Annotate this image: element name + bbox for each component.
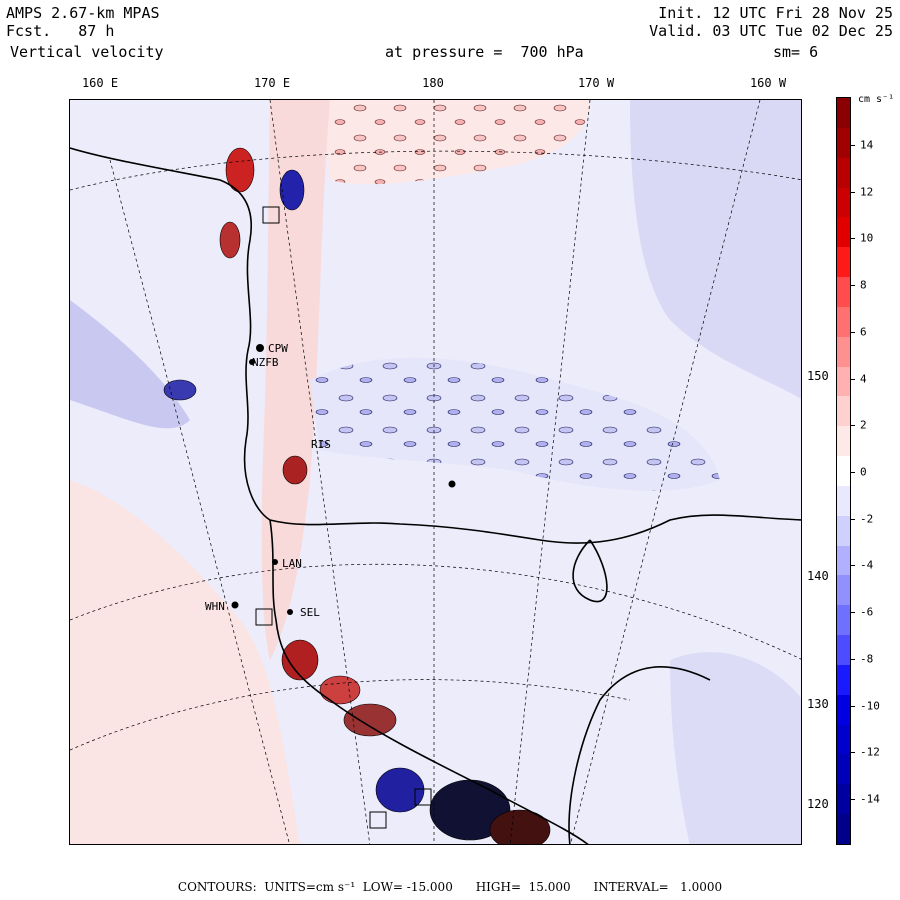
station-label-sel: SEL bbox=[300, 606, 320, 619]
colorbar-tick bbox=[850, 565, 855, 567]
colorbar-tick-label: 10 bbox=[860, 231, 874, 245]
positive-region-north bbox=[320, 100, 590, 185]
colorbar-segment bbox=[837, 396, 850, 427]
field-name: Vertical velocity bbox=[10, 43, 164, 61]
model-title: AMPS 2.67-km MPAS bbox=[6, 4, 160, 22]
colorbar-tick-label: -4 bbox=[860, 558, 874, 572]
lon-label-180: 180 bbox=[422, 76, 444, 90]
colorbar bbox=[836, 97, 851, 845]
colorbar-segment bbox=[837, 306, 850, 338]
colorbar-segment bbox=[837, 814, 850, 845]
colorbar-segment bbox=[837, 635, 850, 666]
negative-region-ross bbox=[310, 357, 720, 491]
station-label-whn: WHN bbox=[205, 600, 225, 613]
forecast-hour: Fcst. 87 h bbox=[6, 22, 115, 40]
colorbar-tick-label: 0 bbox=[860, 465, 867, 479]
colorbar-tick bbox=[850, 472, 855, 473]
colorbar-tick-label: 6 bbox=[860, 325, 867, 339]
colorbar-tick-label: 2 bbox=[860, 418, 867, 432]
colorbar-tick-label: -10 bbox=[860, 699, 880, 713]
colorbar-tick-label: -2 bbox=[860, 512, 874, 526]
lon-label-170e: 170 E bbox=[253, 76, 291, 90]
colorbar-tick-label: 12 bbox=[860, 185, 874, 199]
colorbar-tick-label: -6 bbox=[860, 605, 874, 619]
station-label-nzfb: NZFB bbox=[252, 356, 279, 369]
colorbar-units: cm s⁻¹ bbox=[858, 94, 895, 105]
valid-time: Valid. 03 UTC Tue 02 Dec 25 bbox=[649, 22, 893, 40]
colorbar-segment bbox=[837, 277, 850, 308]
station-markers bbox=[231, 344, 456, 615]
vertical-velocity-map bbox=[70, 100, 801, 844]
lon-label-160e: 160 E bbox=[81, 76, 119, 90]
coastline bbox=[70, 147, 801, 844]
contour-info: CONTOURS: UNITS=cm s⁻¹ LOW= -15.000 HIGH… bbox=[177, 880, 723, 894]
colorbar-segment bbox=[837, 217, 850, 248]
colorbar-segment bbox=[837, 754, 850, 785]
colorbar-tick-label: -8 bbox=[860, 652, 874, 666]
colorbar-segment bbox=[837, 485, 850, 517]
colorbar-tick bbox=[850, 752, 855, 754]
pressure-level: at pressure = 700 hPa bbox=[385, 43, 584, 61]
colorbar-segment bbox=[837, 545, 850, 576]
colorbar-segment bbox=[837, 784, 850, 815]
station-boxes bbox=[255, 206, 432, 829]
colorbar-tick bbox=[850, 331, 855, 333]
station-label-cpw: CPW bbox=[268, 342, 288, 355]
colorbar-segment bbox=[837, 157, 850, 188]
negative-region-east bbox=[630, 100, 801, 399]
colorbar-segment bbox=[837, 664, 850, 696]
colorbar-tick-label: 8 bbox=[860, 278, 867, 292]
colorbar-tick bbox=[850, 658, 855, 660]
positive-strip-coast bbox=[261, 100, 330, 660]
negative-region-northwest bbox=[70, 300, 190, 429]
colorbar-segment bbox=[837, 456, 850, 487]
colorbar-segment bbox=[837, 336, 850, 368]
colorbar-tick bbox=[850, 285, 855, 287]
colorbar-tick-label: -12 bbox=[860, 745, 880, 759]
colorbar-tick-label: 14 bbox=[860, 138, 874, 152]
colorbar-tick-label: 4 bbox=[860, 372, 867, 386]
lon-label-170w: 170 W bbox=[577, 76, 615, 90]
colorbar-segment bbox=[837, 515, 850, 547]
colorbar-tick bbox=[850, 378, 855, 380]
negative-region-southeast bbox=[670, 652, 801, 844]
colorbar-segment bbox=[837, 127, 850, 159]
init-time: Init. 12 UTC Fri 28 Nov 25 bbox=[658, 4, 893, 22]
station-label-lan: LAN bbox=[282, 557, 302, 570]
graticule bbox=[70, 100, 801, 844]
colorbar-tick bbox=[850, 425, 855, 427]
colorbar-segment bbox=[837, 366, 850, 397]
colorbar-segment bbox=[837, 605, 850, 636]
station-label-ris: RIS bbox=[311, 438, 331, 451]
positive-region-west bbox=[70, 480, 300, 844]
colorbar-tick bbox=[850, 705, 855, 707]
colorbar-tick-label: -14 bbox=[860, 792, 880, 806]
colorbar-segment bbox=[837, 426, 850, 457]
colorbar-tick bbox=[850, 191, 855, 193]
lon-label-160w: 160 W bbox=[749, 76, 787, 90]
colorbar-tick bbox=[850, 518, 855, 520]
colorbar-segment bbox=[837, 187, 850, 218]
colorbar-segment bbox=[837, 575, 850, 606]
colorbar-segment bbox=[837, 694, 850, 726]
colorbar-segment bbox=[837, 98, 850, 129]
colorbar-segment bbox=[837, 247, 850, 278]
colorbar-tick bbox=[850, 145, 855, 146]
colorbar-segment bbox=[837, 724, 850, 755]
colorbar-tick bbox=[850, 238, 855, 240]
map-panel bbox=[69, 99, 802, 845]
colorbar-tick bbox=[850, 799, 855, 800]
smoothing-value: sm= 6 bbox=[773, 43, 819, 61]
colorbar-tick bbox=[850, 612, 855, 614]
